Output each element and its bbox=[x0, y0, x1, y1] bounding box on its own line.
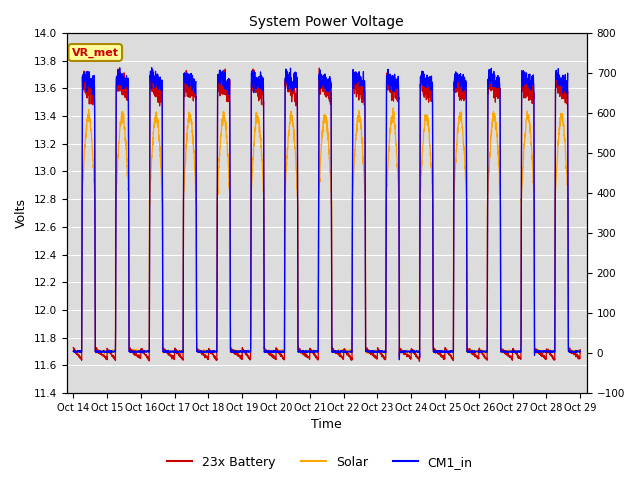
23x Battery bbox=[576, 347, 584, 352]
23x Battery bbox=[468, 351, 476, 357]
Solar bbox=[392, 131, 399, 136]
Solar bbox=[533, 351, 541, 357]
Solar bbox=[499, 349, 507, 355]
23x Battery bbox=[499, 348, 507, 354]
CM1_in bbox=[436, 349, 444, 355]
23x Battery bbox=[173, 348, 181, 354]
Solar bbox=[173, 349, 181, 355]
CM1_in bbox=[571, 348, 579, 354]
CM1_in bbox=[70, 348, 77, 354]
23x Battery bbox=[316, 65, 323, 71]
23x Battery bbox=[415, 359, 423, 364]
23x Battery bbox=[392, 95, 399, 101]
Solar bbox=[389, 105, 397, 111]
Solar bbox=[468, 348, 476, 353]
Title: System Power Voltage: System Power Voltage bbox=[250, 15, 404, 29]
23x Battery bbox=[70, 345, 77, 350]
CM1_in bbox=[499, 348, 507, 354]
CM1_in bbox=[173, 348, 181, 354]
CM1_in bbox=[576, 349, 584, 355]
X-axis label: Time: Time bbox=[311, 419, 342, 432]
CM1_in bbox=[148, 65, 156, 71]
Line: CM1_in: CM1_in bbox=[74, 68, 580, 360]
23x Battery bbox=[571, 351, 579, 357]
23x Battery bbox=[436, 352, 444, 358]
Line: 23x Battery: 23x Battery bbox=[74, 68, 580, 361]
Legend: 23x Battery, Solar, CM1_in: 23x Battery, Solar, CM1_in bbox=[163, 451, 477, 474]
Y-axis label: Volts: Volts bbox=[15, 198, 28, 228]
Solar bbox=[576, 348, 584, 353]
Text: VR_met: VR_met bbox=[72, 48, 119, 58]
Solar bbox=[436, 349, 444, 355]
CM1_in bbox=[468, 349, 476, 355]
CM1_in bbox=[396, 357, 403, 362]
Line: Solar: Solar bbox=[74, 108, 580, 354]
Solar bbox=[70, 348, 77, 354]
CM1_in bbox=[392, 75, 399, 81]
Solar bbox=[571, 348, 579, 354]
